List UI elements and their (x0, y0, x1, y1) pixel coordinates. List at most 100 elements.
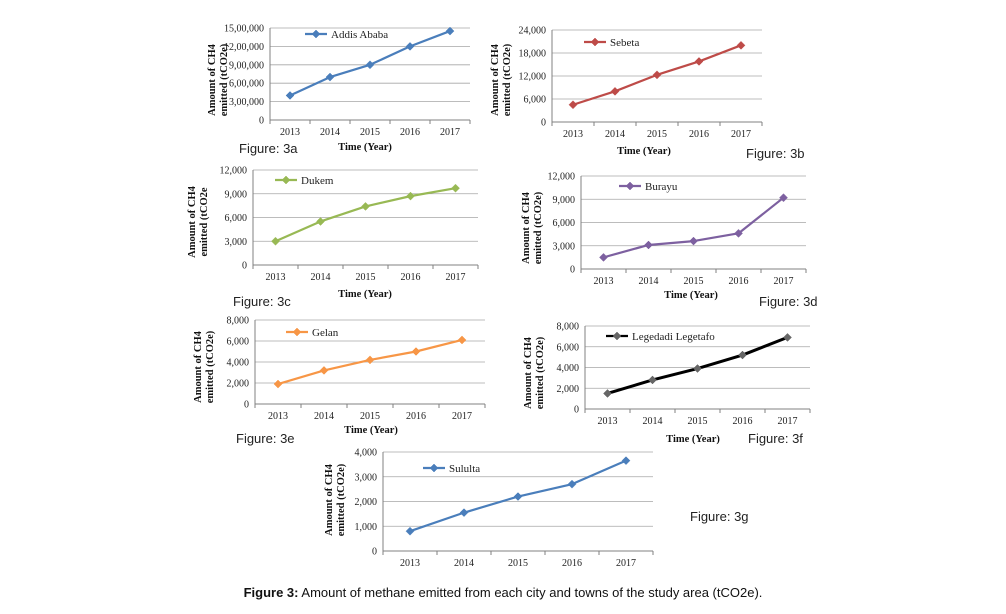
chart-3f: 0 2,000 4,000 6,000 8,000 2013 2014 2015 2016 201… (523, 322, 811, 445)
x-tick-label: 2017 (616, 558, 636, 569)
figure-label-3a: Figure: 3a (239, 141, 298, 156)
chart-panel-3e: 0 2,000 4,000 6,000 8,000 2013 2014 2015 2016 201… (191, 312, 486, 442)
data-point (457, 335, 467, 345)
y-tick-label: 24,000 (519, 26, 547, 37)
y-tick-label: 6,000 (227, 337, 250, 348)
y-axis-title: emitted (tCO2e) (502, 43, 513, 116)
y-tick-label: 18,000 (519, 49, 547, 60)
legend-label: Dukem (301, 175, 334, 187)
data-point (513, 492, 523, 501)
x-tick-label: 2016 (400, 127, 420, 138)
legend: Sululta (423, 463, 480, 475)
x-axis-title: Time (Year) (664, 290, 718, 301)
data-point (325, 72, 335, 82)
chart-panel-3a: 0 3,00,000 6,00,000 9,00,000 12,00,000 15,00,… (205, 20, 475, 160)
y-axis-title: emitted (tCO2e) (535, 336, 546, 409)
y-tick-label: 3,000 (553, 241, 576, 252)
y-axis-title: emitted (tCO2e) (336, 463, 347, 536)
x-tick-label: 2014 (639, 276, 659, 287)
data-point (567, 479, 577, 489)
chart-3g: 0 1,000 2,000 3,000 4,000 2013 2014 2015 2016 201… (324, 448, 654, 569)
x-axis-title: Time (Year) (344, 425, 398, 436)
legend-marker (292, 327, 302, 337)
y-tick-label: 12,00,000 (224, 42, 264, 53)
legend-marker (590, 37, 600, 47)
data-point (285, 91, 295, 100)
data-point (738, 350, 747, 360)
y-tick-label: 0 (541, 118, 546, 129)
y-tick-label: 15,00,000 (224, 24, 264, 35)
x-tick-label: 2013 (598, 416, 618, 427)
y-tick-label: 3,00,000 (229, 97, 264, 108)
y-tick-label: 6,000 (524, 95, 547, 106)
y-tick-label: 12,000 (220, 166, 248, 177)
x-tick-label: 2014 (311, 272, 331, 283)
chart-panel-3g: 0 1,000 2,000 3,000 4,000 2013 2014 2015 2016 201… (318, 442, 668, 577)
data-point (361, 202, 370, 211)
data-point (689, 236, 698, 246)
y-axis-title: emitted (tCO2e) (219, 43, 230, 116)
x-tick-label: 2014 (605, 129, 625, 140)
x-tick-label: 2015 (356, 272, 376, 283)
x-tick-label: 2016 (562, 558, 582, 569)
chart-panel-3b: 0 6,000 12,000 18,000 24,000 2013 2014 2015 2016… (484, 18, 774, 163)
x-tick-label: 2015 (647, 129, 667, 140)
data-point (365, 60, 375, 70)
data-point (603, 389, 612, 398)
data-point (610, 86, 620, 96)
y-tick-label: 12,000 (548, 172, 576, 183)
series-line (275, 187, 456, 243)
data-point (694, 57, 704, 66)
y-tick-label: 0 (244, 400, 249, 411)
y-tick-label: 4,000 (227, 358, 250, 369)
legend-label: Sululta (449, 463, 480, 475)
y-tick-label: 3,000 (225, 237, 248, 248)
chart-3d: 0 3,000 6,000 9,000 12,000 2013 2014 2015 2016 20… (521, 172, 807, 301)
x-tick-label: 2013 (280, 127, 300, 138)
series-line (603, 196, 785, 259)
chart-3a: 0 3,00,000 6,00,000 9,00,000 12,00,000 15,00,… (207, 24, 471, 153)
x-tick-label: 2015 (360, 411, 380, 422)
y-tick-label: 4,000 (355, 448, 378, 459)
x-tick-label: 2014 (320, 127, 340, 138)
y-tick-label: 8,000 (557, 322, 580, 333)
y-axis-title: Amount of CH4 (193, 330, 204, 403)
data-point (451, 183, 460, 193)
y-tick-label: 9,000 (553, 195, 576, 206)
x-tick-label: 2017 (440, 127, 460, 138)
data-point (411, 347, 421, 356)
x-tick-label: 2016 (401, 272, 421, 283)
legend-marker (281, 175, 291, 185)
y-tick-label: 0 (259, 116, 264, 127)
y-tick-label: 8,000 (227, 316, 250, 327)
x-tick-label: 2017 (446, 272, 466, 283)
data-point (693, 364, 702, 373)
x-tick-label: 2013 (563, 129, 583, 140)
y-tick-label: 6,00,000 (229, 79, 264, 90)
y-tick-label: 2,000 (227, 379, 250, 390)
data-point (783, 333, 792, 342)
legend: Legedadi Legetafo (606, 331, 715, 343)
data-point (736, 40, 746, 50)
x-tick-label: 2013 (268, 411, 288, 422)
x-tick-label: 2015 (688, 416, 708, 427)
x-tick-label: 2015 (508, 558, 528, 569)
y-axis-title: Amount of CH4 (523, 336, 534, 409)
legend: Dukem (275, 175, 334, 187)
x-tick-label: 2014 (454, 558, 474, 569)
data-point (365, 355, 375, 365)
legend-marker (612, 331, 622, 341)
y-tick-label: 0 (574, 405, 579, 416)
chart-panel-3d: 0 3,000 6,000 9,000 12,000 2013 2014 2015 2016 20… (519, 168, 809, 308)
x-tick-label: 2016 (733, 416, 753, 427)
legend-label: Addis Ababa (331, 29, 388, 41)
y-tick-label: 1,000 (355, 522, 378, 533)
x-tick-label: 2015 (684, 276, 704, 287)
data-point (273, 379, 283, 389)
y-axis-title: Amount of CH4 (187, 185, 198, 258)
legend-label: Gelan (312, 327, 339, 339)
figure-label-3g: Figure: 3g (690, 509, 749, 524)
y-tick-label: 0 (372, 547, 377, 558)
y-axis-title: emitted (tCO2e) (205, 330, 216, 403)
legend: Addis Ababa (305, 29, 388, 41)
